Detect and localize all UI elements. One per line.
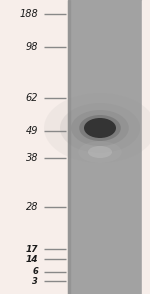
Text: 3: 3 [32,276,38,285]
Text: 188: 188 [19,9,38,19]
Text: 38: 38 [26,153,38,163]
Bar [0,0,68,294]
Ellipse shape [78,141,122,163]
Text: 14: 14 [26,255,38,263]
Ellipse shape [71,110,129,146]
Text: 6: 6 [32,268,38,276]
Ellipse shape [60,103,140,153]
Text: 49: 49 [26,126,38,136]
Ellipse shape [44,93,150,163]
Bar [142,0,150,294]
Ellipse shape [88,146,112,158]
Ellipse shape [79,115,121,141]
Text: 28: 28 [26,202,38,212]
Text: 17: 17 [26,245,38,253]
Text: 98: 98 [26,42,38,52]
Bar [68,0,142,294]
Text: 62: 62 [26,93,38,103]
Bar [68,0,69,294]
Ellipse shape [84,118,116,138]
